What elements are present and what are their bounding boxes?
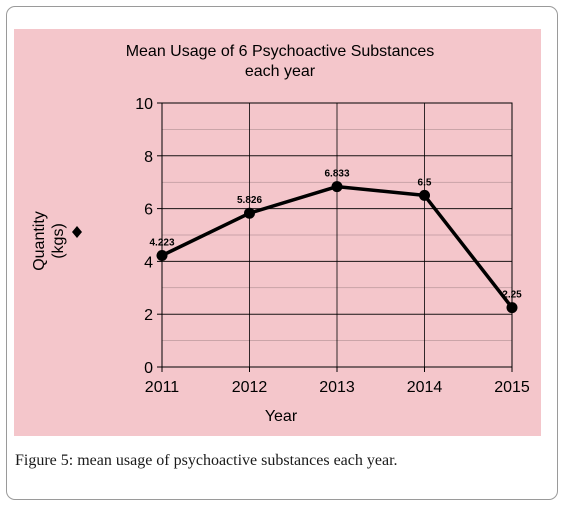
x-tick-labels: 2011 2012 2013 2014 2015 <box>145 367 530 396</box>
y-tick-label: 10 <box>135 96 153 113</box>
x-tick-label: 2014 <box>407 379 443 396</box>
x-axis-label: Year <box>265 408 298 425</box>
data-label: 5.826 <box>237 195 262 206</box>
y-tick-labels: 0 2 4 6 8 10 <box>135 96 162 377</box>
grid-lines <box>161 102 513 368</box>
y-tick-label: 8 <box>144 149 153 166</box>
y-tick-label: 0 <box>144 360 153 377</box>
chart-title-line1: Mean Usage of 6 Psychoactive Substances <box>126 43 435 60</box>
data-point <box>156 250 168 262</box>
data-label: 6.833 <box>324 169 349 180</box>
caption-label: Figure 5: <box>15 452 74 469</box>
x-tick-label: 2011 <box>145 379 180 396</box>
data-label: 6.5 <box>418 177 432 188</box>
chart-title-line2: each year <box>245 63 316 80</box>
x-tick-label: 2012 <box>232 379 268 396</box>
series-line: 4.223 5.826 6.833 6.5 2.25 <box>149 169 522 314</box>
data-label: 2.25 <box>502 290 522 301</box>
data-point <box>419 189 430 201</box>
y-axis-label-line1: Quantity <box>31 211 48 271</box>
data-point <box>244 207 255 219</box>
x-tick-label: 2013 <box>319 379 355 396</box>
data-label: 4.223 <box>149 238 174 249</box>
caption-text: mean usage of psychoactive substances ea… <box>73 452 398 469</box>
legend-marker-icon <box>72 226 82 238</box>
data-point <box>506 302 518 314</box>
y-tick-label: 4 <box>144 254 153 271</box>
y-axis-label-line2: (kgs) <box>50 223 67 259</box>
data-point <box>331 181 343 193</box>
figure-caption: Figure 5: mean usage of psychoactive sub… <box>15 452 555 470</box>
y-tick-label: 2 <box>144 307 153 324</box>
y-tick-label: 6 <box>144 202 153 219</box>
x-tick-label: 2015 <box>494 379 530 396</box>
